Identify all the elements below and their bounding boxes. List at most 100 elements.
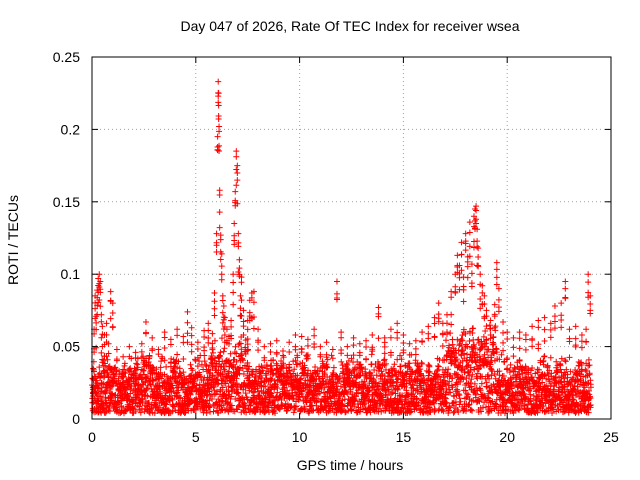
band-mark [478, 338, 485, 345]
data-point-trail [425, 361, 432, 368]
data-point-trail [226, 357, 233, 364]
band-mark [376, 380, 383, 387]
data-point-trail [226, 368, 233, 375]
data-point-trail [473, 216, 480, 223]
band-mark [206, 404, 213, 411]
band-mark [348, 355, 355, 362]
data-point-trail [155, 351, 162, 358]
band-mark [486, 375, 493, 382]
x-tick-label: 25 [603, 429, 619, 445]
data-point-trail [587, 300, 594, 307]
band-mark [394, 376, 401, 383]
data-point [109, 300, 116, 307]
data-point [255, 326, 262, 333]
data-point-trail [558, 324, 565, 331]
band-mark [462, 330, 469, 337]
band-mark [474, 354, 481, 361]
data-point-trail [516, 356, 523, 363]
data-point-trail [126, 353, 133, 360]
band-mark [271, 397, 278, 404]
data-point-trail [279, 352, 286, 359]
band-mark [425, 372, 432, 379]
data-point-trail [317, 381, 324, 388]
data-point-trail [541, 353, 548, 360]
band-mark [244, 396, 251, 403]
data-point [387, 326, 394, 333]
data-point-trail [551, 313, 558, 320]
data-point-trail [217, 256, 224, 263]
band-mark [220, 348, 227, 355]
band-mark [157, 364, 164, 371]
data-point-trail [375, 335, 382, 342]
data-point [107, 288, 114, 295]
data-point-trail [238, 312, 245, 319]
band-mark [272, 410, 279, 417]
band-mark [557, 379, 564, 386]
band-mark [469, 407, 476, 414]
data-point-trail [188, 341, 195, 348]
data-point-trail [132, 375, 139, 382]
band-mark [345, 357, 352, 364]
data-point-trail [522, 336, 529, 343]
data-point-trail [273, 351, 280, 358]
data-point [456, 262, 463, 269]
band-mark [99, 406, 106, 413]
data-point-trail [375, 313, 382, 320]
data-point [333, 278, 340, 285]
data-point [350, 334, 357, 341]
band-mark [233, 358, 240, 365]
band-mark [435, 363, 442, 370]
data-point [298, 333, 305, 340]
data-point-trail [255, 339, 262, 346]
data-point-trail [487, 325, 494, 332]
band-mark [585, 356, 592, 363]
band-mark [561, 408, 568, 415]
band-mark [309, 407, 316, 414]
band-mark [121, 369, 128, 376]
data-point-trail [522, 346, 529, 353]
band-mark [220, 402, 227, 409]
band-mark [187, 398, 194, 405]
data-point-trail [522, 364, 529, 371]
data-point [435, 300, 442, 307]
band-mark [480, 333, 487, 340]
data-point-trail [387, 349, 394, 356]
band-mark [175, 358, 182, 365]
band-mark [525, 387, 532, 394]
data-point-trail [184, 330, 191, 337]
data-point-trail [234, 177, 241, 184]
band-mark [237, 352, 244, 359]
data-point [572, 323, 579, 330]
band-mark [420, 386, 427, 393]
data-point-trail [578, 344, 585, 351]
data-point-trail [97, 303, 104, 310]
data-point [221, 314, 228, 321]
band-mark [468, 406, 475, 413]
data-point-trail [218, 271, 225, 278]
data-point-trail [323, 354, 330, 361]
band-mark [231, 349, 238, 356]
band-mark [417, 366, 424, 373]
band-mark [140, 367, 147, 374]
band-mark [338, 407, 345, 414]
data-points [90, 78, 594, 397]
band-mark [240, 357, 247, 364]
band-mark [540, 357, 547, 364]
data-point [184, 308, 191, 315]
data-point [475, 245, 482, 252]
data-point-trail [230, 289, 237, 296]
band-mark [221, 345, 228, 352]
data-point-trail [464, 263, 471, 270]
data-point-trail [578, 366, 585, 373]
band-mark [455, 391, 462, 398]
data-point-trail [412, 345, 419, 352]
band-mark [233, 350, 240, 357]
band-mark [338, 358, 345, 365]
data-point-trail [92, 305, 99, 312]
data-point-trail [155, 375, 162, 382]
data-point-trail [138, 354, 145, 361]
data-point-trail [474, 243, 481, 250]
data-point-trail [562, 285, 569, 292]
band-mark [236, 401, 243, 408]
data-point [250, 288, 257, 295]
